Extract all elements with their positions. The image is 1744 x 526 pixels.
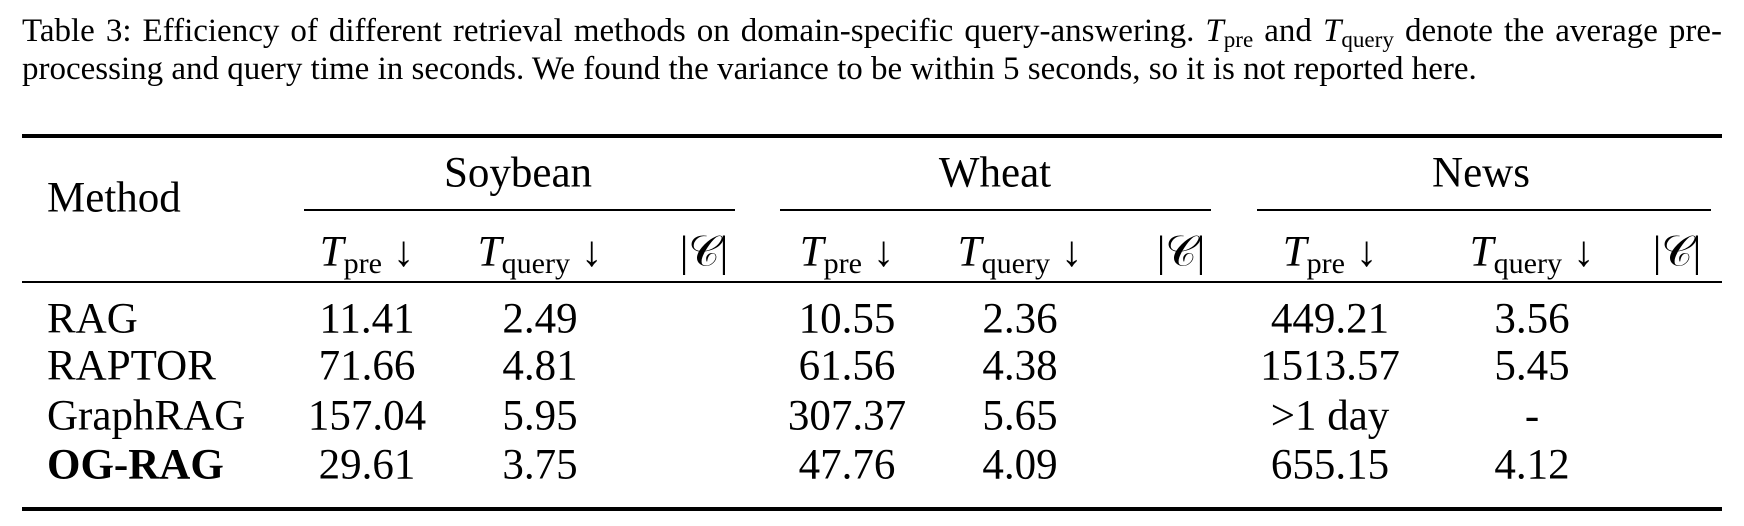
column-header: Tpre ↓	[319, 228, 415, 281]
group-underline	[1257, 209, 1711, 211]
table-cell: 1513.57	[1260, 342, 1400, 390]
method-header: Method	[47, 174, 181, 222]
group-header: Wheat	[938, 149, 1052, 197]
symbol: T	[1282, 228, 1307, 276]
column-header: Tpre ↓	[1282, 228, 1378, 281]
arrow: ↓	[1355, 228, 1378, 276]
table-cell: 4.09	[982, 441, 1058, 489]
table-cell: 307.37	[787, 392, 907, 440]
caption-text: denote the average pre-processing and qu…	[22, 13, 1723, 87]
group-header: Soybean	[443, 149, 593, 197]
table-cell: 11.41	[319, 295, 415, 343]
column-header: Tquery ↓	[957, 228, 1083, 281]
column-header: Tquery ↓	[477, 228, 603, 281]
symbol: |𝒞|	[1156, 228, 1206, 276]
table-cell: 29.61	[318, 441, 416, 489]
table-cell: 47.76	[798, 441, 896, 489]
table-cell: 2.49	[502, 295, 578, 343]
table-cell: 61.56	[798, 342, 896, 390]
caption: Table 3: Efficiency of different retriev…	[22, 12, 1722, 88]
arrow: ↓	[1060, 228, 1083, 276]
symbol: T	[957, 228, 982, 276]
subscript: query	[981, 246, 1051, 281]
subscript: query	[1493, 246, 1563, 281]
group-underline	[780, 209, 1211, 211]
symbol: |𝒞|	[1652, 228, 1702, 276]
table-cell: 4.38	[982, 342, 1058, 390]
symbol: T	[1322, 13, 1342, 49]
arrow: ↓	[580, 228, 603, 276]
table-cell: 4.81	[502, 342, 578, 390]
arrow: ↓	[392, 228, 415, 276]
table-cell: 655.15	[1270, 441, 1390, 489]
subscript: query	[1341, 25, 1394, 52]
method-name: OG-RAG	[47, 441, 224, 489]
table-cell: 71.66	[318, 342, 416, 390]
caption-text: and	[1264, 13, 1312, 49]
symbol: T	[477, 228, 502, 276]
bottom-rule	[22, 507, 1722, 511]
mid-rule	[22, 281, 1722, 283]
symbol: T	[1205, 13, 1224, 49]
group-underline	[304, 209, 735, 211]
table-cell: 3.75	[502, 441, 578, 489]
table-cell: 5.65	[982, 392, 1058, 440]
table-cell: 157.04	[307, 392, 427, 440]
column-header: |𝒞|	[1157, 228, 1206, 277]
table-cell: 449.21	[1270, 295, 1390, 343]
symbol: T	[319, 228, 344, 276]
method-name: RAPTOR	[47, 342, 216, 390]
arrow: ↓	[1572, 228, 1595, 276]
table-cell: 5.45	[1494, 342, 1570, 390]
table-cell: >1 day	[1270, 392, 1390, 440]
column-header: |𝒞|	[680, 228, 729, 277]
arrow: ↓	[872, 228, 895, 276]
column-header: Tpre ↓	[799, 228, 895, 281]
subscript: pre	[1223, 25, 1254, 52]
table-cell: 5.95	[502, 392, 578, 440]
subscript: pre	[823, 246, 863, 281]
table-cell: 3.56	[1494, 295, 1570, 343]
method-name: RAG	[47, 295, 138, 343]
subscript: pre	[1306, 246, 1346, 281]
caption-text: Table 3: Efficiency of different retriev…	[22, 13, 1195, 49]
table-cell: -	[1524, 392, 1540, 440]
subscript: query	[501, 246, 571, 281]
table-cell: 4.12	[1494, 441, 1570, 489]
table-cell: 10.55	[798, 295, 896, 343]
method-name: GraphRAG	[47, 392, 246, 440]
column-header: |𝒞|	[1653, 228, 1702, 277]
symbol: T	[1469, 228, 1494, 276]
table-cell: 2.36	[982, 295, 1058, 343]
column-header: Tquery ↓	[1469, 228, 1595, 281]
symbol: |𝒞|	[679, 228, 729, 276]
group-header: News	[1432, 149, 1530, 197]
subscript: pre	[343, 246, 383, 281]
symbol: T	[799, 228, 824, 276]
top-rule	[22, 134, 1722, 138]
